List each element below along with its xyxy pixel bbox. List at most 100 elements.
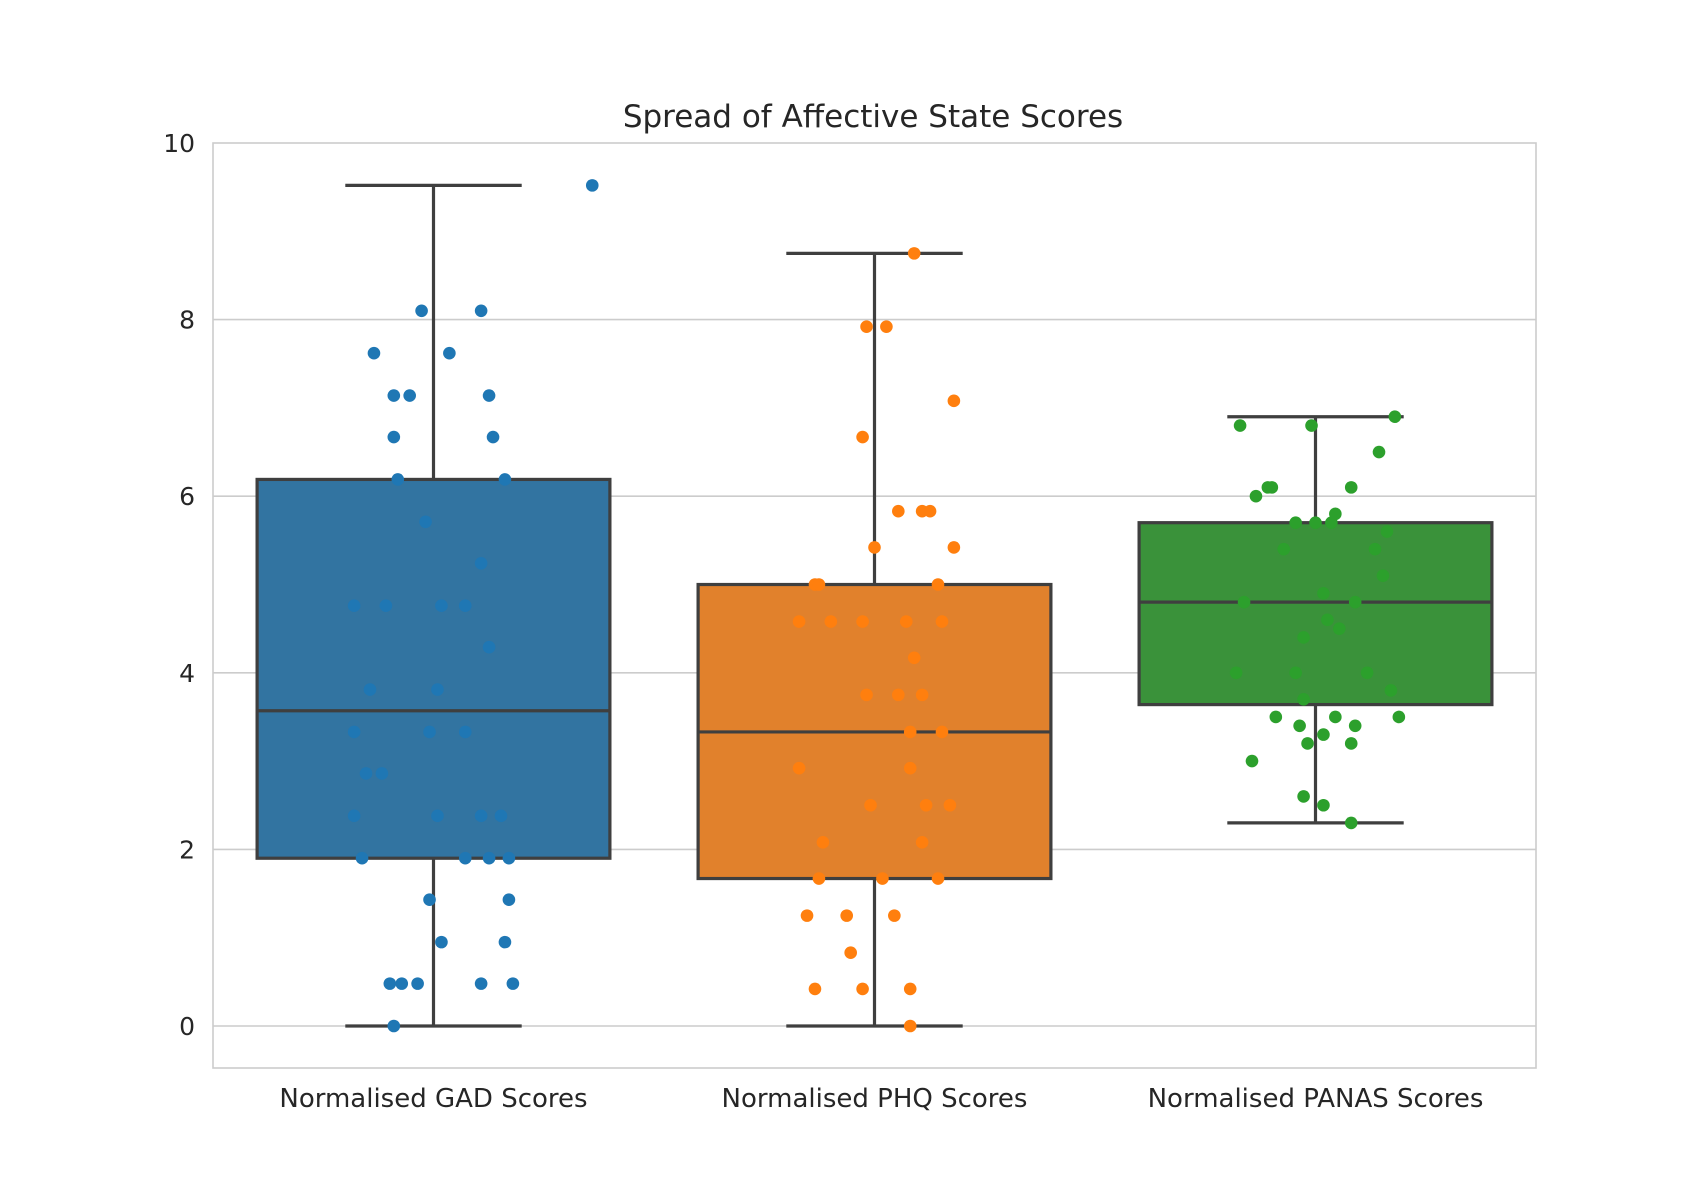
data-point xyxy=(482,389,496,402)
data-point xyxy=(903,982,917,996)
data-point xyxy=(383,977,397,990)
data-point xyxy=(391,473,405,486)
data-point xyxy=(935,725,949,739)
data-point xyxy=(943,798,957,812)
data-point xyxy=(1360,666,1374,680)
data-point xyxy=(1269,710,1283,724)
data-point xyxy=(502,893,516,907)
data-point xyxy=(808,982,822,996)
data-point xyxy=(1388,410,1402,424)
data-point xyxy=(840,909,854,922)
data-point xyxy=(1233,419,1247,432)
data-point xyxy=(903,1019,917,1033)
plot-frame xyxy=(212,142,1537,1069)
data-point xyxy=(868,541,881,554)
data-point xyxy=(585,179,599,192)
data-point xyxy=(403,389,416,402)
data-point xyxy=(888,909,901,922)
data-point xyxy=(423,725,436,739)
data-point xyxy=(387,430,401,444)
y-tick-label-0: 0 xyxy=(179,1012,195,1041)
data-point xyxy=(367,346,381,360)
data-point xyxy=(355,851,369,865)
data-point xyxy=(1333,622,1346,635)
data-point xyxy=(903,725,917,739)
y-tick-labels: 0 2 4 6 8 10 xyxy=(163,129,195,1041)
box-2 xyxy=(696,251,1053,1028)
data-point xyxy=(1297,692,1310,706)
data-point xyxy=(474,304,488,318)
data-point xyxy=(1325,516,1338,529)
data-point xyxy=(498,473,512,486)
data-point xyxy=(844,946,857,960)
data-point xyxy=(1249,489,1263,503)
data-point xyxy=(506,977,520,990)
data-point xyxy=(482,851,496,865)
data-point xyxy=(1344,737,1358,750)
box-3 xyxy=(1137,415,1494,825)
data-point xyxy=(824,615,838,628)
data-point xyxy=(947,541,961,554)
data-point xyxy=(931,578,945,591)
data-point xyxy=(947,394,961,408)
data-point xyxy=(1297,631,1310,644)
y-tick-label-2: 2 xyxy=(179,835,195,864)
data-point xyxy=(1380,525,1394,538)
points-series-2 xyxy=(792,247,961,1033)
data-point xyxy=(1309,516,1322,529)
data-point xyxy=(792,761,806,775)
data-point xyxy=(498,935,512,949)
data-point xyxy=(931,872,945,885)
data-point xyxy=(856,982,869,996)
data-point xyxy=(395,977,409,990)
data-point xyxy=(1317,728,1330,741)
data-point xyxy=(1392,710,1406,724)
box-iqr xyxy=(1137,521,1494,707)
data-point xyxy=(1305,419,1318,432)
x-category-labels: Normalised GAD Scores Normalised PHQ Scor… xyxy=(279,1084,1483,1114)
data-point xyxy=(1348,719,1362,733)
data-point xyxy=(347,725,361,739)
x-category-label-3: Normalised PANAS Scores xyxy=(1148,1084,1484,1114)
data-point xyxy=(860,320,873,333)
data-point xyxy=(474,557,488,570)
data-point xyxy=(792,615,806,628)
data-point xyxy=(915,836,929,849)
data-point xyxy=(1277,542,1291,556)
data-point xyxy=(375,767,389,780)
y-tick-label-8: 8 xyxy=(179,306,195,335)
data-point xyxy=(1317,798,1330,812)
data-point xyxy=(379,599,393,612)
data-point xyxy=(919,798,933,812)
data-point xyxy=(474,809,488,823)
data-point xyxy=(1245,754,1259,768)
data-point xyxy=(860,688,873,702)
boxes xyxy=(255,183,1494,1028)
y-tick-label-4: 4 xyxy=(179,659,195,688)
data-point xyxy=(935,615,949,628)
data-point xyxy=(423,893,436,907)
data-point xyxy=(1237,595,1251,609)
x-category-label-2: Normalised PHQ Scores xyxy=(722,1084,1028,1114)
data-point xyxy=(915,688,929,702)
data-point xyxy=(431,683,444,696)
data-point xyxy=(486,430,500,444)
data-point xyxy=(1384,684,1398,697)
box-1 xyxy=(255,183,612,1028)
data-point xyxy=(816,836,830,849)
data-point xyxy=(1265,481,1279,494)
y-tick-label-6: 6 xyxy=(179,482,195,511)
data-point xyxy=(892,504,905,518)
data-point xyxy=(502,851,516,865)
data-point xyxy=(1317,587,1330,600)
data-point xyxy=(856,430,869,444)
data-point xyxy=(1348,595,1362,609)
x-category-label-1: Normalised GAD Scores xyxy=(279,1084,587,1114)
data-point xyxy=(458,599,472,612)
points-series-3 xyxy=(1229,410,1406,830)
data-point xyxy=(1344,481,1358,494)
data-point xyxy=(411,977,424,990)
data-point xyxy=(1344,816,1358,830)
data-point xyxy=(494,809,508,823)
